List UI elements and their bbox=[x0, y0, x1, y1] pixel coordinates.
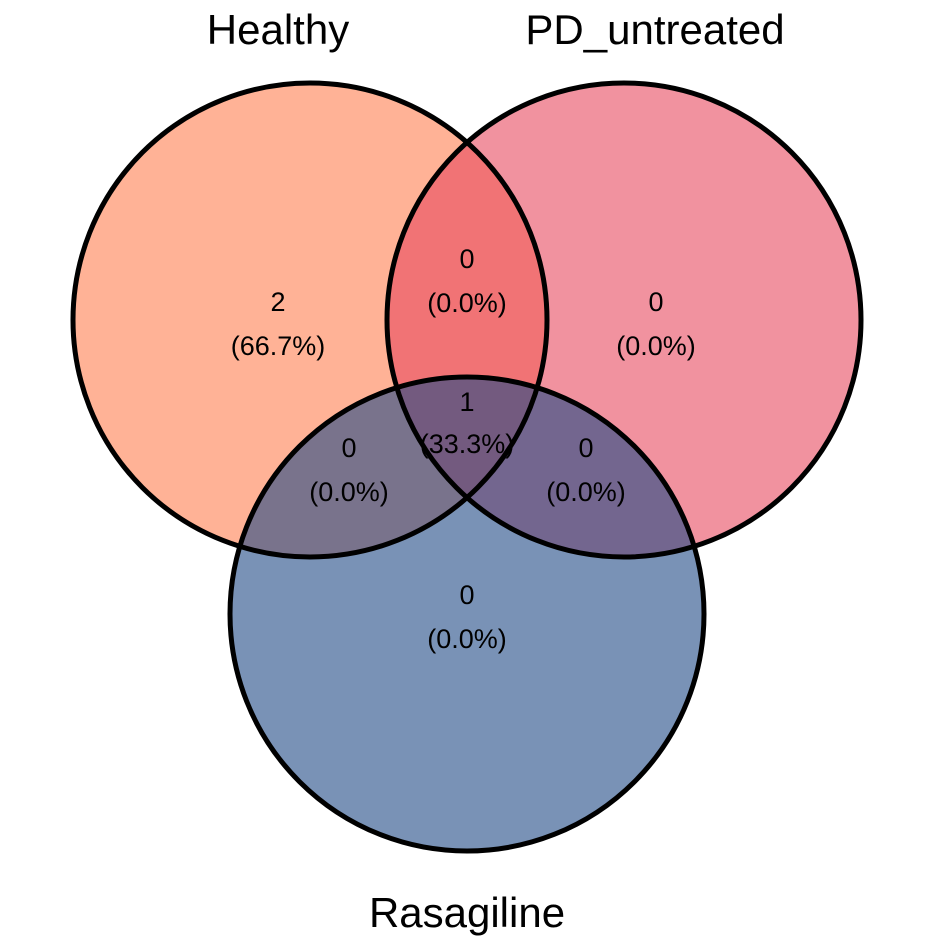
region-count: 0 bbox=[341, 433, 356, 463]
region-percentage: (0.0%) bbox=[427, 288, 507, 318]
region-percentage: (66.7%) bbox=[231, 331, 326, 361]
region-percentage: (0.0%) bbox=[427, 624, 507, 654]
region-percentage: (0.0%) bbox=[546, 477, 626, 507]
region-percentage: (33.3%) bbox=[420, 429, 515, 459]
region-pd-untreated-only: 0 (0.0%) bbox=[616, 287, 696, 361]
region-healthy-only: 2 (66.7%) bbox=[231, 287, 326, 361]
region-pd-untreated-rasagiline: 0 (0.0%) bbox=[546, 433, 626, 507]
region-healthy-rasagiline: 0 (0.0%) bbox=[309, 433, 389, 507]
healthy-set-label: Healthy bbox=[207, 6, 349, 53]
rasagiline-circle-outline bbox=[227, 374, 707, 854]
pd-untreated-set-label: PD_untreated bbox=[525, 6, 784, 53]
region-rasagiline-only: 0 (0.0%) bbox=[427, 580, 507, 654]
circle-fills bbox=[73, 83, 861, 851]
region-count: 0 bbox=[578, 433, 593, 463]
region-count: 0 bbox=[459, 244, 474, 274]
region-count: 0 bbox=[648, 287, 663, 317]
region-count: 0 bbox=[459, 580, 474, 610]
region-count: 2 bbox=[270, 287, 285, 317]
region-all-three: 1 (33.3%) bbox=[420, 387, 515, 459]
pd-untreated-circle-outline bbox=[384, 80, 864, 560]
rasagiline-circle-fill bbox=[230, 377, 704, 851]
rasagiline-set-label: Rasagiline bbox=[369, 889, 565, 936]
healthy-circle-outline bbox=[70, 80, 550, 560]
region-healthy-pd-untreated: 0 (0.0%) bbox=[427, 244, 507, 318]
region-percentage: (0.0%) bbox=[309, 477, 389, 507]
region-count: 1 bbox=[459, 387, 474, 417]
circle-outlines bbox=[70, 80, 864, 854]
region-percentage: (0.0%) bbox=[616, 331, 696, 361]
